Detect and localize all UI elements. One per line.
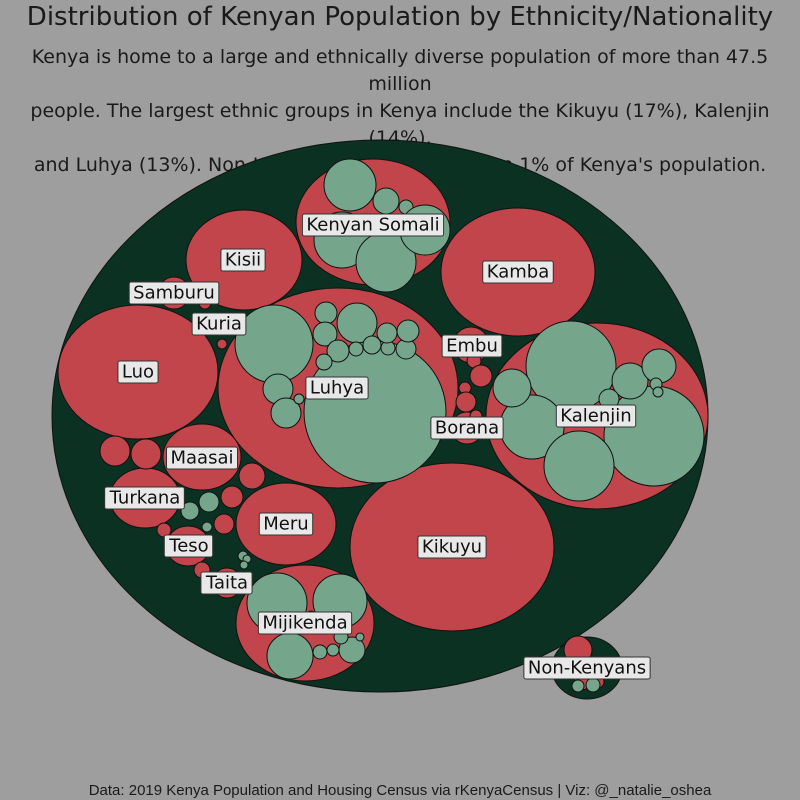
label-box [441, 334, 503, 358]
subgroup-circle [372, 187, 400, 215]
label-box [200, 571, 253, 595]
label-text: Kuria [196, 314, 242, 335]
label-text: Kikuyu [422, 537, 482, 558]
subgroup-circle [323, 158, 377, 212]
subgroup-circle [326, 643, 340, 657]
group-circle [130, 438, 162, 470]
label-text: Taita [205, 573, 248, 594]
subgroup-circle [362, 335, 382, 355]
label-box [555, 404, 637, 428]
label-text: Kenyan Somali [306, 215, 439, 236]
subgroup-circle [201, 521, 213, 533]
label-text: Mijikenda [262, 613, 347, 634]
group-label: Mijikenda [257, 611, 353, 635]
label-text: Luo [122, 362, 154, 383]
label-box [417, 535, 487, 559]
subtitle-line: Kenya is home to a large and ethnically … [31, 46, 769, 95]
group-circle [238, 462, 266, 490]
label-text: Maasai [171, 448, 234, 469]
group-label: Maasai [166, 446, 238, 470]
subgroup-circle [492, 368, 532, 408]
label-box [191, 312, 247, 336]
subgroup-circle [312, 321, 338, 347]
label-text: Kalenjin [560, 406, 631, 427]
group-circle [99, 435, 131, 467]
subgroup-circle [652, 386, 664, 398]
label-box [305, 376, 369, 400]
label-text: Teso [168, 536, 208, 557]
group-label: Kikuyu [417, 535, 487, 559]
label-box [258, 512, 314, 536]
chart-caption: Data: 2019 Kenya Population and Housing … [88, 782, 712, 799]
group-label: Kisii [220, 248, 266, 272]
subgroup-circle [348, 341, 364, 357]
label-text: Non-Kenyans [528, 658, 646, 679]
label-text: Embu [446, 336, 498, 357]
subgroup-circle [234, 304, 314, 384]
group-label: Kuria [191, 312, 247, 336]
label-box [220, 248, 266, 272]
label-text: Kamba [487, 262, 550, 283]
group-circle [213, 513, 235, 535]
subgroup-circle [571, 679, 585, 693]
subgroup-circle [611, 362, 649, 400]
group-circle [469, 364, 493, 388]
label-box [430, 416, 504, 440]
subgroup-circle [355, 632, 365, 642]
label-text: Luhya [310, 378, 364, 399]
subgroup-circle [315, 353, 333, 371]
subgroup-circle [293, 393, 305, 405]
group-label: Non-Kenyans [523, 656, 651, 680]
label-box [117, 360, 159, 384]
subgroup-circle [198, 491, 220, 513]
subgroup-circle [270, 397, 302, 429]
label-box [104, 486, 185, 510]
subgroup-circle [543, 430, 615, 502]
chart-title: Distribution of Kenyan Population by Eth… [26, 2, 774, 32]
group-label: Teso [163, 534, 214, 558]
subgroup-circle [376, 322, 398, 344]
label-box [523, 656, 651, 680]
group-circle [216, 338, 228, 350]
group-circle [455, 391, 477, 413]
group-label: Luhya [305, 376, 369, 400]
group-label: Meru [258, 512, 314, 536]
label-text: Turkana [109, 488, 181, 509]
group-label: Embu [441, 334, 503, 358]
label-text: Kisii [225, 250, 261, 271]
group-label: Borana [430, 416, 504, 440]
subgroup-circle [266, 632, 314, 680]
subgroup-circle [180, 501, 200, 521]
subgroup-circle [585, 677, 601, 693]
group-label: Turkana [104, 486, 185, 510]
group-label: Taita [200, 571, 253, 595]
label-box [257, 611, 353, 635]
group-label: Kamba [482, 260, 554, 284]
label-box [166, 446, 238, 470]
group-label: Kenyan Somali [301, 213, 445, 237]
label-text: Meru [263, 514, 308, 535]
subgroup-circle [641, 348, 677, 384]
subgroup-circle [396, 319, 420, 343]
group-label: Samburu [128, 281, 220, 305]
label-text: Borana [435, 418, 499, 439]
group-circle [220, 485, 244, 509]
label-box [163, 534, 214, 558]
label-box [128, 281, 220, 305]
group-label: Luo [117, 360, 159, 384]
subgroup-circle [314, 301, 338, 325]
subgroup-circle [312, 644, 328, 660]
subgroup-circle [239, 560, 249, 570]
label-box [301, 213, 445, 237]
label-box [482, 260, 554, 284]
label-text: Samburu [133, 283, 215, 304]
group-label: Kalenjin [555, 404, 637, 428]
